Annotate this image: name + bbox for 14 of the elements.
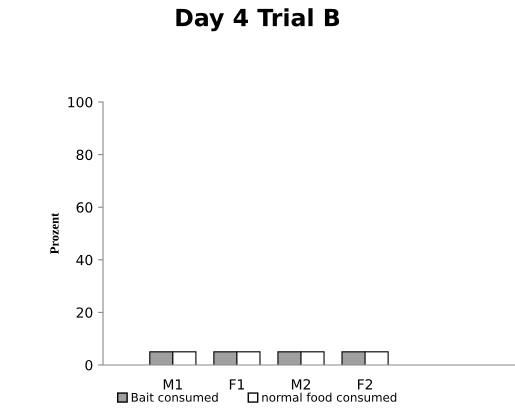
y-tick-label: 40 <box>76 254 92 266</box>
x-tick-label: M2 <box>292 379 310 390</box>
y-axis-title: Prozent <box>50 212 59 254</box>
x-tick-label: F1 <box>230 379 244 390</box>
x-tick-label: F2 <box>358 379 372 390</box>
legend-label: Bait consumed <box>132 392 218 402</box>
y-tick-label: 60 <box>76 202 92 213</box>
x-tick-label: M1 <box>164 379 182 390</box>
y-tick-label: 100 <box>68 96 92 108</box>
y-tick-label: 80 <box>76 150 92 160</box>
chart-title: Day 4 Trial B <box>176 8 340 32</box>
y-tick-label: 0 <box>85 360 92 370</box>
y-tick-label: 20 <box>76 307 92 318</box>
legend-label: normal food consumed <box>262 392 396 402</box>
